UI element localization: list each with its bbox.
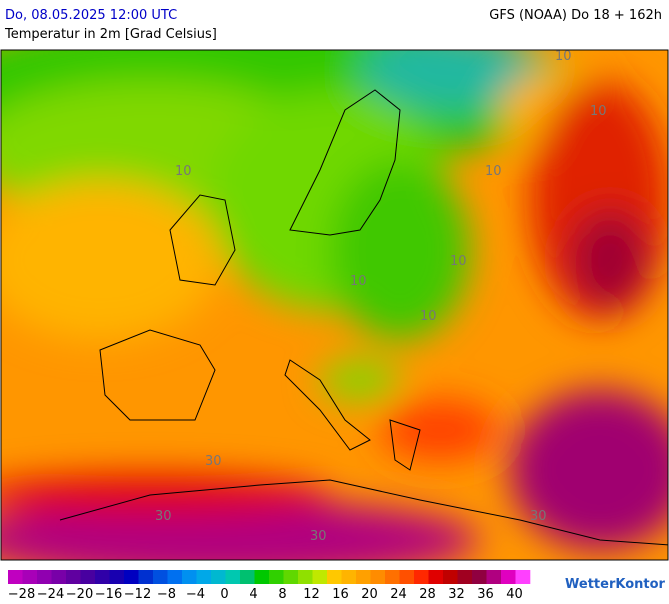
colorbar-swatch — [95, 570, 110, 584]
colorbar-swatch — [124, 570, 139, 584]
colorbar-swatch — [37, 570, 52, 584]
colorbar-swatch — [399, 570, 415, 584]
temperature-map: 10 10 10 10 10 10 10 30 30 30 30 — [1, 49, 668, 560]
colorbar-label: 12 — [303, 587, 320, 600]
colorbar-swatch — [22, 570, 38, 584]
colorbar-label: −28 — [8, 587, 35, 600]
colorbar-swatch — [109, 570, 125, 584]
colorbar-swatch — [515, 570, 531, 584]
colorbar-swatch — [80, 570, 96, 584]
colorbar-swatch — [225, 570, 241, 584]
colorbar-label: 28 — [419, 587, 436, 600]
contour-label: 30 — [205, 454, 222, 469]
colorbar-swatch — [298, 570, 313, 584]
colorbar-swatch — [327, 570, 342, 584]
colorbar-swatch — [356, 570, 371, 584]
contour-label: 10 — [420, 309, 437, 324]
colorbar-label: 8 — [278, 587, 286, 600]
colorbar-swatch — [486, 570, 502, 584]
colorbar-swatch — [182, 570, 197, 584]
colorbar-label: −20 — [66, 587, 93, 600]
contour-label: 30 — [310, 529, 327, 544]
colorbar-swatch — [385, 570, 400, 584]
contour-label: 10 — [485, 164, 502, 179]
colorbar-swatch — [472, 570, 487, 584]
colorbar-label: 16 — [332, 587, 349, 600]
colorbar-swatch — [370, 570, 386, 584]
datetime: Do, 08.05.2025 12:00 UTC — [5, 8, 177, 23]
contour-label: 30 — [530, 509, 547, 524]
colorbar-swatch — [8, 570, 23, 584]
colorbar-swatch — [211, 570, 226, 584]
colorbar-swatch — [196, 570, 212, 584]
contour-label: 10 — [590, 104, 607, 119]
colorbar-swatch — [457, 570, 473, 584]
colorbar-label: 4 — [249, 587, 257, 600]
colorbar-swatch — [269, 570, 284, 584]
coastlines — [59, 89, 668, 546]
colorbar-label: 0 — [220, 587, 228, 600]
colorbar: −28 −24 −20 −16 −12 −8 −4 0 4 8 12 16 20 24 28 32 36 40 — [8, 570, 531, 602]
colorbar-label: 36 — [477, 587, 494, 600]
map-frame — [0, 49, 669, 561]
colorbar-label: −24 — [37, 587, 64, 600]
contour-label: 10 — [450, 254, 467, 269]
colorbar-label: −4 — [186, 587, 205, 600]
colorbar-swatch — [153, 570, 168, 584]
contour-label: 10 — [350, 274, 367, 289]
colorbar-swatch — [66, 570, 81, 584]
contour-label: 10 — [555, 49, 572, 64]
colorbar-label: −8 — [157, 587, 176, 600]
colorbar-swatch — [341, 570, 357, 584]
colorbar-swatch — [51, 570, 67, 584]
colorbar-label: 20 — [361, 587, 378, 600]
colorbar-swatch — [283, 570, 299, 584]
subtitle: Temperatur in 2m [Grad Celsius] — [4, 27, 217, 42]
contour-label: 10 — [175, 164, 192, 179]
colorbar-swatch — [312, 570, 328, 584]
colorbar-swatch — [167, 570, 183, 584]
colorbar-label: −12 — [124, 587, 151, 600]
colorbar-swatch — [428, 570, 444, 584]
colorbar-swatch — [240, 570, 255, 584]
logo: WetterKontor — [565, 577, 666, 592]
colorbar-swatch — [443, 570, 458, 584]
colorbar-swatch — [254, 570, 270, 584]
colorbar-swatch — [138, 570, 154, 584]
colorbar-label: 40 — [506, 587, 523, 600]
contour-label: 30 — [155, 509, 172, 524]
colorbar-swatch — [414, 570, 429, 584]
colorbar-swatch — [501, 570, 516, 584]
model-run: GFS (NOAA) Do 18 + 162h — [489, 8, 662, 23]
colorbar-label: 32 — [448, 587, 465, 600]
colorbar-label: 24 — [390, 587, 407, 600]
colorbar-label: −16 — [95, 587, 122, 600]
